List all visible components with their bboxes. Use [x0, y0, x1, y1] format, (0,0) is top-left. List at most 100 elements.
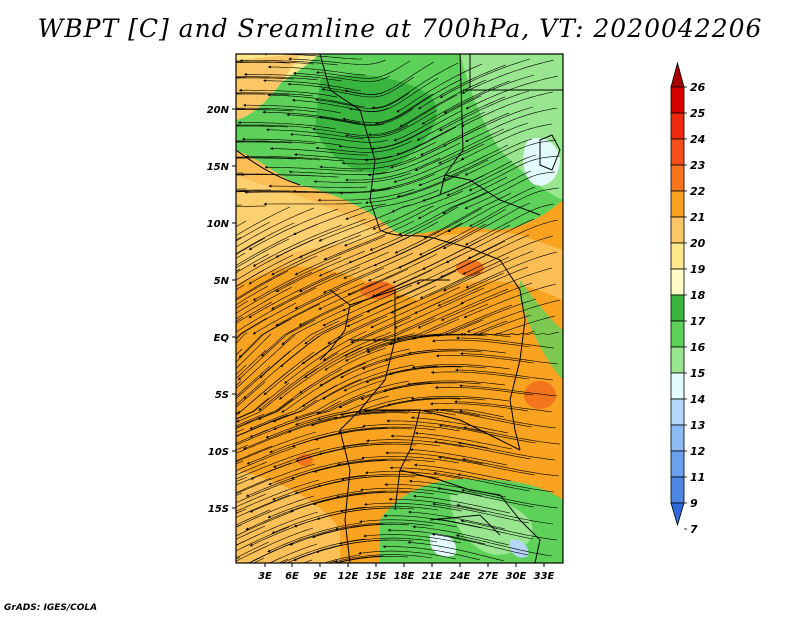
streamline: [301, 315, 388, 365]
streamline: [236, 413, 265, 427]
streamline: [236, 462, 292, 486]
streamline: [236, 430, 293, 455]
streamline: [287, 82, 386, 95]
streamline: [375, 78, 463, 125]
streamline: [337, 458, 436, 466]
streamline: [455, 368, 554, 381]
latitude-axis: 20N 15N 10N 5N EQ 5S 10S 15S: [207, 105, 236, 515]
streamline: [236, 302, 297, 341]
streamline: [236, 141, 293, 144]
streamline: [382, 409, 481, 417]
streamline: [462, 457, 560, 477]
streamline: [323, 554, 361, 563]
streamline: [236, 270, 289, 303]
streamline: [245, 154, 345, 162]
streamline: [236, 479, 320, 513]
wbpt-region-blue-se: [509, 539, 529, 558]
streamline: [372, 190, 464, 230]
streamline: [262, 110, 361, 124]
streamline: [316, 60, 411, 79]
streamline: [464, 139, 557, 176]
streamline: [390, 434, 489, 449]
streamline: [393, 95, 482, 142]
streamline: [322, 284, 413, 327]
streamline: [236, 255, 318, 301]
streamline: [236, 348, 243, 356]
streamlines: [236, 54, 561, 563]
streamline: [343, 237, 434, 279]
streamline: [258, 352, 339, 411]
streamline: [340, 506, 439, 513]
streamline: [345, 189, 440, 220]
lat-label-5s: 5S: [215, 390, 229, 401]
streamline: [416, 96, 506, 141]
lon-label-6e: 6E: [285, 571, 299, 582]
streamline: [272, 442, 369, 468]
streamline: [312, 492, 411, 506]
streamline: [236, 287, 317, 334]
streamline: [406, 408, 505, 418]
lon-label-18e: 18E: [394, 571, 415, 582]
streamline: [280, 314, 364, 368]
streamline: [236, 109, 294, 112]
streamline: [263, 336, 344, 396]
streamline: [371, 254, 462, 297]
streamline: [236, 221, 271, 243]
streamline: [437, 487, 535, 508]
streamline: [385, 451, 484, 465]
map-panel: [236, 54, 563, 563]
streamline: [338, 125, 433, 149]
streamline: [461, 91, 554, 127]
streamline: [311, 524, 410, 539]
map-frame: [235, 53, 564, 564]
streamline: [238, 319, 316, 381]
streamline: [345, 157, 441, 182]
streamline: [436, 517, 534, 540]
colorbar-label: 24: [690, 133, 705, 146]
streamline: [236, 300, 249, 311]
streamline: [335, 556, 409, 563]
streamline: [363, 398, 462, 413]
streamline: [271, 506, 367, 534]
streamline: [295, 395, 390, 426]
streamline: [462, 331, 560, 336]
streamline: [299, 251, 390, 293]
streamline: [460, 352, 559, 365]
streamline: [364, 502, 463, 512]
colorbar-box: [670, 268, 685, 296]
streamline: [236, 223, 319, 268]
streamline: [429, 402, 529, 412]
colorbar-label: 19: [690, 263, 706, 276]
streamline: [236, 478, 296, 505]
streamline: [344, 205, 435, 247]
streamline: [318, 236, 410, 277]
streamline: [315, 539, 414, 553]
streamline: [284, 330, 368, 384]
streamline: [236, 525, 266, 541]
streamline: [288, 57, 387, 65]
streamline: [271, 266, 361, 310]
streamline: [236, 207, 315, 248]
streamline: [268, 458, 364, 486]
streamline: [252, 288, 341, 335]
streamline: [248, 272, 337, 319]
streamline: [318, 108, 414, 126]
streamline: [261, 304, 345, 357]
streamline: [236, 334, 296, 389]
colorbar-box: [670, 372, 685, 400]
streamline: [314, 428, 413, 441]
streamline: [418, 144, 509, 187]
streamline: [243, 103, 342, 114]
streamline: [447, 186, 536, 232]
streamline: [236, 317, 268, 339]
streamline: [236, 220, 247, 229]
streamline: [275, 282, 365, 326]
colorbar-label: 20: [690, 237, 706, 250]
streamline: [442, 202, 531, 249]
streamline: [236, 556, 241, 561]
streamline: [444, 298, 537, 336]
streamline: [371, 110, 462, 151]
streamline: [236, 509, 271, 526]
streamline: [442, 138, 533, 180]
streamline: [394, 207, 483, 254]
